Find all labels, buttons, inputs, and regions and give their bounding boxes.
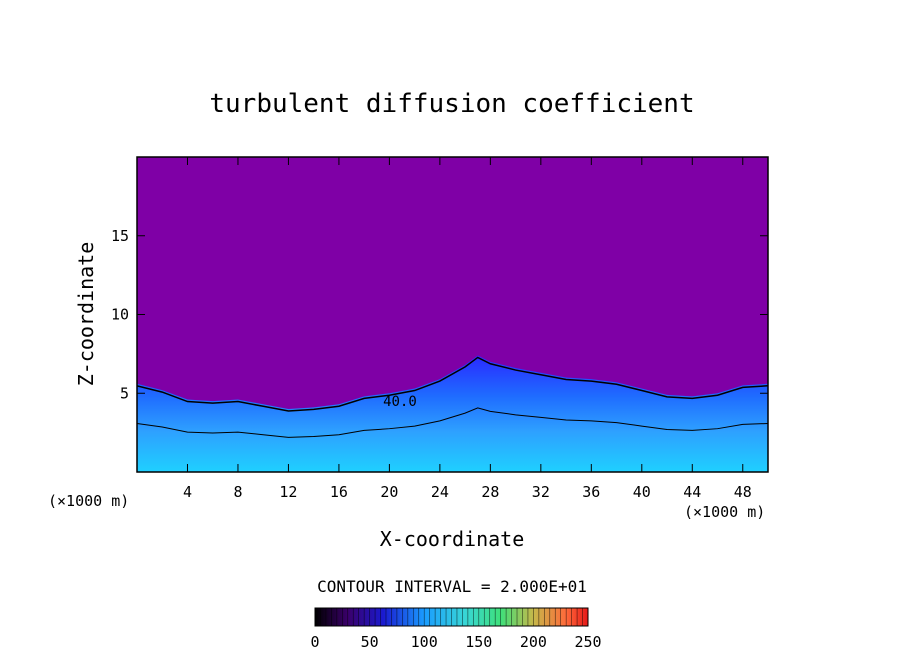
x-tick-label: 48	[734, 483, 752, 501]
x-tick-label: 32	[532, 483, 550, 501]
x-tick-label: 40	[633, 483, 651, 501]
contour-interval-text: CONTOUR INTERVAL = 2.000E+01	[317, 577, 587, 596]
y-axis-label: Z-coordinate	[74, 242, 98, 387]
x-tick-label: 12	[279, 483, 297, 501]
y-tick-label: 15	[111, 227, 129, 245]
x-unit-right: (×1000 m)	[684, 503, 765, 521]
x-tick-label: 8	[233, 483, 242, 501]
x-tick-label: 28	[481, 483, 499, 501]
contour-line	[137, 407, 768, 438]
contour-line	[137, 356, 768, 412]
contour-value-label: 40.0	[383, 394, 417, 410]
turbulent-layer	[137, 355, 768, 472]
x-tick-label: 16	[330, 483, 348, 501]
colorbar-tick-label: 150	[465, 633, 492, 651]
x-tick-label: 36	[582, 483, 600, 501]
x-unit-left: (×1000 m)	[48, 492, 129, 510]
colorbar-tick-label: 200	[520, 633, 547, 651]
x-tick-label: 24	[431, 483, 449, 501]
x-tick-label: 44	[683, 483, 701, 501]
colorbar-tick-label: 250	[574, 633, 601, 651]
colorbar-tick-label: 50	[361, 633, 379, 651]
x-tick-label: 4	[183, 483, 192, 501]
y-tick-label: 10	[111, 306, 129, 324]
x-axis-label: X-coordinate	[380, 527, 525, 551]
colorbar-tick-label: 100	[411, 633, 438, 651]
colorbar-tick-label: 0	[310, 633, 319, 651]
chart-title: turbulent diffusion coefficient	[209, 89, 694, 119]
x-tick-label: 20	[380, 483, 398, 501]
y-tick-label: 5	[120, 384, 129, 402]
